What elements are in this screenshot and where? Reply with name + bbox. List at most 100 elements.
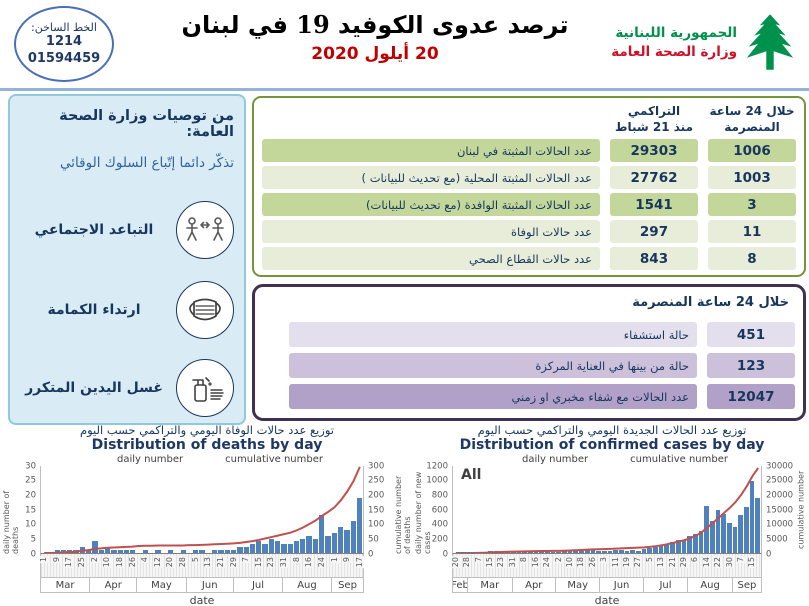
daily-bar	[123, 550, 130, 554]
y-tick-label: 300	[368, 460, 385, 471]
col-header-cumulative: التراكمي منذ 21 شباط	[610, 104, 698, 135]
x-tick-label: 1	[39, 556, 49, 564]
row-label: عدد حالات القطاع الصحي	[262, 247, 600, 271]
y-tick-label: 30	[25, 460, 36, 471]
recommendation-social-distancing: التباعد الاجتماعي	[20, 201, 234, 259]
x-tick-label: 4	[140, 556, 150, 564]
x-tick-label: 29	[228, 556, 238, 569]
x-tick-label: 13	[656, 556, 666, 569]
x-tick-label: 2	[553, 556, 563, 564]
daily-bar	[86, 550, 92, 554]
daily-bar	[670, 541, 675, 554]
daily-bar	[256, 541, 262, 554]
y-tick-label: 10	[25, 519, 36, 530]
x-tick-label: 16	[304, 556, 314, 569]
x-tick-label: 25	[77, 556, 87, 569]
y-tick-label: 0	[30, 548, 36, 559]
hotline-badge: الخط الساخن: 1214 01594459	[14, 6, 114, 82]
y-tick-label: 5000	[766, 534, 788, 545]
daily-bar	[732, 526, 738, 554]
y-axis-right-title: cumulative number of deaths	[394, 475, 412, 555]
social-distancing-icon	[186, 217, 224, 241]
daily-bar	[675, 540, 681, 554]
y-tick-label: 20000	[766, 490, 794, 501]
daily-bar	[287, 544, 293, 554]
x-tick-label: 19	[621, 556, 631, 569]
daily-bar	[262, 544, 268, 554]
daily-bar	[664, 543, 670, 554]
x-tick-label: 15	[747, 556, 757, 569]
icon-circle	[176, 359, 234, 417]
cumulative-stats-table: خلال 24 ساعة المنصرمة التراكمي منذ 21 شب…	[252, 96, 806, 277]
month-label: Jun	[600, 578, 644, 593]
daily-bar	[98, 550, 104, 554]
daily-bars	[41, 466, 363, 554]
y-tick-label: 600	[431, 504, 448, 515]
col-header-24h: خلال 24 ساعة المنصرمة	[708, 104, 796, 135]
x-tick-label: 7	[473, 556, 483, 564]
value-cumulative: 29303	[610, 139, 698, 163]
x-tick-label: 15	[253, 556, 263, 569]
daily-bar	[331, 532, 337, 554]
cumulative-line	[41, 466, 363, 553]
row-label: عدد الحالات مع شفاء مخبري او زمني	[289, 384, 697, 409]
value-last24h: 8	[708, 247, 796, 271]
x-axis-months: FebMarAprMayJunJulAugSep	[452, 578, 763, 594]
ministry-moph-line: وزارة الصحة العامة	[611, 43, 737, 60]
x-axis-title: date	[594, 594, 620, 606]
last24h-stats-table: خلال 24 ساعة المنصرمة 451 حالة استشفاء 1…	[252, 284, 806, 421]
x-tick-label: 12	[152, 556, 162, 569]
y-tick-label: 0	[368, 548, 374, 559]
x-tick-label: 24	[542, 556, 552, 569]
daily-bar	[618, 550, 624, 554]
daily-bar	[613, 550, 618, 554]
x-tick-label: 9	[51, 556, 61, 564]
daily-bar	[300, 538, 306, 554]
daily-bar	[607, 551, 613, 554]
y-tick-label: 1000	[426, 475, 448, 486]
row-label: عدد الحالات المثبتة في لبنان	[262, 139, 600, 163]
x-tick-label: 11	[610, 556, 620, 569]
daily-bar	[721, 513, 726, 554]
x-tick-label: 18	[114, 556, 124, 569]
x-tick-label: 16	[530, 556, 540, 569]
table-row: 11 297 عدد حالات الوفاة	[262, 220, 796, 244]
x-tick-label: 6	[690, 556, 700, 564]
daily-bar	[167, 550, 174, 554]
y-tick-label: 200	[368, 490, 385, 501]
legend-daily-label: daily number	[117, 453, 184, 465]
legend-cumulative-label: cumulative number	[225, 453, 323, 465]
daily-bar	[687, 536, 692, 554]
y-tick-label: 10000	[766, 519, 794, 530]
x-tick-label: 23	[496, 556, 506, 569]
hotline-short-number: 1214	[45, 34, 83, 50]
cases-chart: توزيع عدد الحالات الجديدة اليومي والتراك…	[414, 424, 806, 606]
daily-bar	[312, 538, 319, 554]
table-row: 3 1541 عدد الحالات المثبتة الوافدة (مع ت…	[262, 193, 796, 217]
daily-bar	[749, 480, 755, 554]
deaths-chart: توزيع عدد حالات الوفاة اليومي والتراكمي …	[2, 424, 412, 606]
daily-bar	[344, 529, 350, 554]
daily-bar	[350, 521, 356, 554]
x-tick-label: 21	[215, 556, 225, 569]
y-tick-label: 250	[368, 475, 385, 486]
y-tick-label: 25000	[766, 475, 794, 486]
hotline-label: الخط الساخن:	[31, 21, 97, 35]
x-axis-months: Mar Apr May Jun Jul Aug Sep	[40, 578, 364, 594]
daily-bar	[562, 551, 567, 554]
month-label: Apr	[90, 578, 138, 593]
x-tick-label: 15	[485, 556, 495, 569]
y-axis-left-title: daily number of deaths	[2, 490, 20, 555]
last24h-table-title: خلال 24 ساعة المنصرمة	[632, 295, 789, 310]
table-row: 451 حالة استشفاء	[289, 322, 795, 347]
table-header-row: خلال 24 ساعة المنصرمة التراكمي منذ 21 شب…	[262, 104, 796, 135]
daily-bar	[180, 550, 186, 554]
x-tick-label: 26	[587, 556, 597, 569]
x-tick-label: 5	[190, 556, 200, 564]
month-label: Apr	[513, 578, 556, 593]
table-row: 8 843 عدد حالات القطاع الصحي	[262, 247, 796, 271]
value-cumulative: 27762	[610, 166, 698, 190]
daily-bar	[727, 522, 732, 554]
x-tick-label: 2	[89, 556, 99, 564]
